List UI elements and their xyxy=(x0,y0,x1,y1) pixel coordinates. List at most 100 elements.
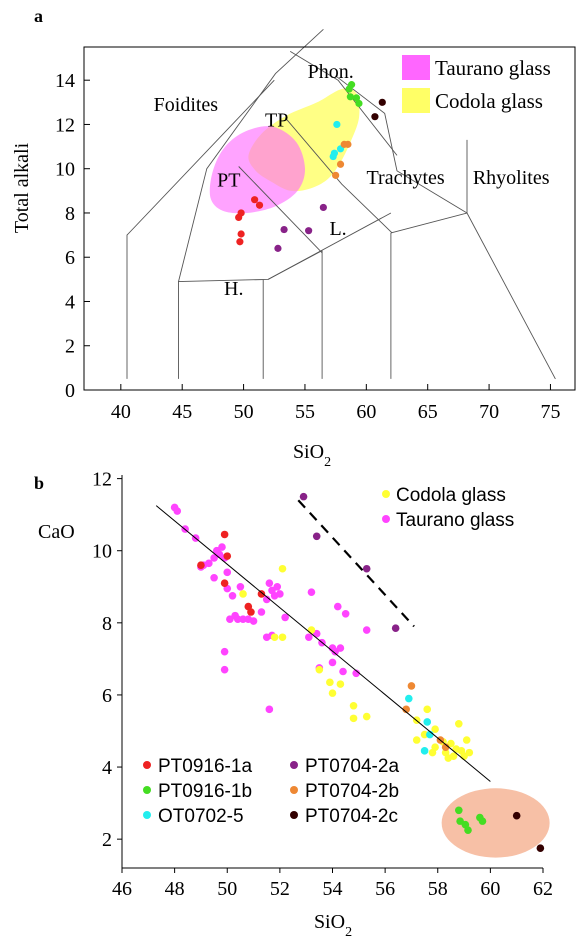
panel-a-x-axis-title: SiO2 xyxy=(293,441,331,470)
legend-label-pt0916-1b: PT0916-1b xyxy=(158,781,252,802)
panel-b-point-taurano-glass-18 xyxy=(226,615,234,624)
panel-b-point-taurano-glass-22 xyxy=(249,617,258,625)
panel-b-point-pt0704-2b-0 xyxy=(407,682,416,690)
panel-b-point-codola-glass-26 xyxy=(431,743,439,752)
panel-a-plot-frame xyxy=(83,46,576,391)
panel-b-point-pt0916-1b-3 xyxy=(464,826,472,834)
panel-b-point-codola-glass-8 xyxy=(336,680,345,688)
panel-b-point-taurano-glass-31 xyxy=(262,633,271,642)
tas-boundary-0 xyxy=(126,79,275,379)
tas-field-labels: Phon. Foidites TP PT Trachytes Rhyolites L. H. xyxy=(154,61,550,300)
panel-a-y-tick-label-5: 10 xyxy=(55,159,75,181)
tas-field-label-4: Trachytes xyxy=(367,167,445,189)
panel-b-point-taurano-glass-39 xyxy=(333,602,342,611)
tas-boundary-8 xyxy=(267,250,323,280)
panel-a-point-pt0704-2a-2 xyxy=(305,227,313,235)
panel-b-y-tick-label-0: 2 xyxy=(102,829,112,851)
tas-field-label-6: L. xyxy=(329,218,346,240)
panel-b-point-pt0916-1a-3 xyxy=(223,552,232,560)
panel-a-point-pt0704-2a-3 xyxy=(274,244,282,252)
panel-b-y-tick-label-4: 10 xyxy=(92,541,112,563)
panel-b-point-taurano-glass-12 xyxy=(223,568,232,577)
panel-b-point-taurano-glass-37 xyxy=(336,644,345,652)
legend-label-codola-b: Codola glass xyxy=(396,485,506,506)
panel-a-y-tick-label-2: 4 xyxy=(65,291,75,313)
panel-a-y-tick-label-3: 6 xyxy=(65,247,75,269)
panel-a-y-tick-label-7: 14 xyxy=(55,70,75,92)
panel-b-point-ot0702-5-0 xyxy=(405,694,413,703)
legend-marker-taurano xyxy=(382,515,390,523)
panel-a-y-tick-label-1: 2 xyxy=(65,336,75,358)
panel-b-point-codola-glass-5 xyxy=(315,665,324,674)
panel-a-axes: 40 45 50 55 60 65 70 75 0 2 4 6 8 10 12 14 xyxy=(55,46,576,423)
panel-b-point-pt0704-2c-1 xyxy=(536,844,545,852)
panel-a-x-tick-label-1: 45 xyxy=(172,401,192,423)
panel-b-point-pt0704-2b-1 xyxy=(402,705,410,714)
panel-a-point-ot0702-5-3 xyxy=(329,152,337,161)
tas-boundary-11 xyxy=(335,75,468,214)
tas-boundary-2 xyxy=(178,28,324,282)
panel-a-point-pt0704-2a-1 xyxy=(280,225,288,234)
panel-a-point-pt0704-2b-1 xyxy=(344,140,352,148)
panel-a-point-pt0916-1a-2 xyxy=(251,196,259,204)
tas-field-label-1: Foidites xyxy=(154,94,219,116)
panel-a-point-pt0916-1a-1 xyxy=(237,209,245,217)
panel-a-point-pt0916-1a-5 xyxy=(236,238,244,246)
tas-field-label-2: TP xyxy=(265,110,288,132)
legend-marker-codola xyxy=(382,490,390,498)
tas-field-label-3: PT xyxy=(217,169,240,191)
legend-label-taurano-b: Taurano glass xyxy=(396,510,514,531)
panel-a-x-tick-label-3: 55 xyxy=(295,401,315,423)
panel-b-point-taurano-glass-6 xyxy=(205,559,213,568)
panel-b-point-taurano-glass-28 xyxy=(276,590,284,598)
taurano-glass-field xyxy=(209,126,306,214)
panel-b-x-tick-label-2: 50 xyxy=(217,878,237,900)
panel-b-point-codola-glass-10 xyxy=(362,712,371,721)
panel-a-x-tick-label-5: 65 xyxy=(418,401,438,423)
panel-b-glass-legend: Codola glass Taurano glass xyxy=(382,485,514,531)
panel-b-letter: b xyxy=(34,473,44,493)
panel-a-point-pt0916-1a-3 xyxy=(255,201,264,209)
panel-b-point-taurano-glass-46 xyxy=(220,665,229,674)
panel-b-point-taurano-glass-16 xyxy=(236,582,245,591)
panel-a-y-tick-label-0: 0 xyxy=(65,380,75,402)
panel-b-point-codola-glass-1 xyxy=(239,590,247,598)
panel-b-x-tick-label-3: 52 xyxy=(270,878,290,900)
panel-b-point-taurano-glass-44 xyxy=(305,633,313,642)
panel-a-point-pt0704-2a-0 xyxy=(319,203,327,212)
panel-b-x-tick-label-6: 58 xyxy=(428,878,448,900)
tas-boundary-7 xyxy=(466,212,556,380)
tas-field-label-7: H. xyxy=(224,278,243,300)
panel-b-point-pt0916-1a-6 xyxy=(247,608,255,616)
tas-boundary-1 xyxy=(178,212,392,379)
panel-b-x-tick-label-7: 60 xyxy=(480,878,500,900)
legend-label-pt0704-2c: PT0704-2c xyxy=(305,806,398,827)
panel-b-x-axis-title-sub: 2 xyxy=(345,925,352,939)
panel-b-x-tick-label-5: 56 xyxy=(375,878,395,900)
panel-b-y-tick-label-1: 4 xyxy=(102,757,112,779)
tas-field-label-0: Phon. xyxy=(308,61,354,83)
legend-label-pt0704-2a: PT0704-2a xyxy=(305,756,399,777)
panel-a-point-ot0702-5-0 xyxy=(333,120,341,129)
legend-marker-pt0704-2a xyxy=(290,761,298,769)
panel-a-tas-diagram: a Phon. Foidites TP PT Trachytes Rhyolites L. H… xyxy=(11,6,576,470)
legend-marker-pt0704-2b xyxy=(290,786,298,794)
panel-b-point-pt0916-1b-5 xyxy=(478,817,487,825)
panel-b-point-codola-glass-13 xyxy=(423,705,432,714)
panel-a-x-axis-title-main: SiO xyxy=(293,441,324,463)
panel-b-point-taurano-glass-38 xyxy=(341,610,350,618)
panel-b-point-taurano-glass-1 xyxy=(173,507,182,515)
panel-b-point-pt0916-1a-0 xyxy=(220,530,229,539)
panel-b-point-taurano-glass-32 xyxy=(281,613,289,622)
panel-b-x-tick-label-8: 62 xyxy=(533,878,553,900)
panel-b-data-points xyxy=(170,492,545,852)
panel-b-point-pt0916-1a-4 xyxy=(257,590,266,598)
panel-a-point-pt0916-1b-1 xyxy=(347,81,356,89)
tas-boundary-10 xyxy=(284,117,393,234)
panel-b-point-taurano-glass-48 xyxy=(352,669,360,678)
legend-marker-pt0916-1b xyxy=(143,786,151,794)
panel-b-point-taurano-glass-24 xyxy=(262,595,271,604)
